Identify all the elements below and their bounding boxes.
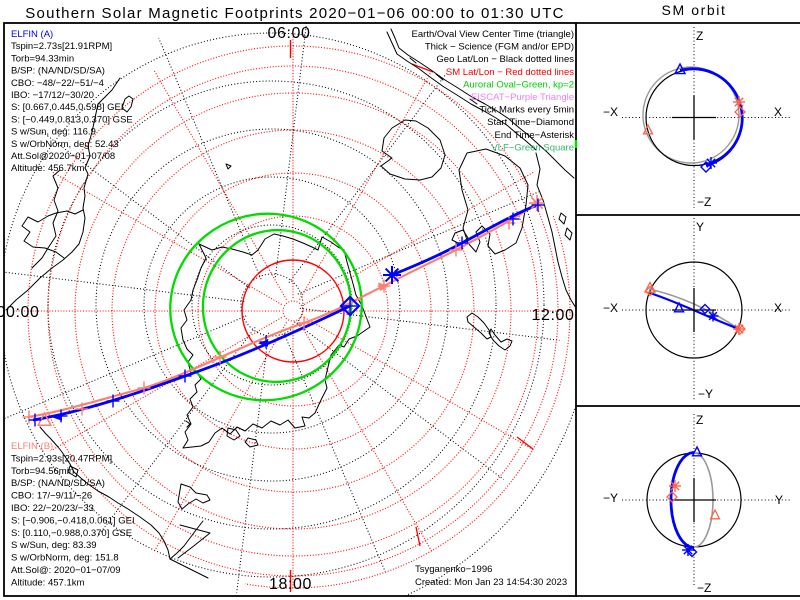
svg-text:End Time−Asterisk: End Time−Asterisk (495, 130, 575, 141)
svg-text:IBO: −17/12/−30/20: IBO: −17/12/−30/20 (11, 90, 94, 101)
svg-text:S: [0.667,0.445,0.598] GEI: S: [0.667,0.445,0.598] GEI (11, 102, 124, 113)
svg-text:SM orbit: SM orbit (662, 2, 727, 18)
svg-text:X: X (774, 105, 782, 119)
svg-text:VLF−Green Square: VLF−Green Square (491, 142, 574, 153)
svg-text:Thick − Science (FGM and/or EP: Thick − Science (FGM and/or EPD) (425, 42, 574, 53)
svg-text:−Y: −Y (698, 387, 713, 401)
svg-text:18:00: 18:00 (269, 576, 312, 593)
svg-text:S w/OrbNorm, deg: 52.43: S w/OrbNorm, deg: 52.43 (11, 139, 119, 150)
svg-text:Z: Z (696, 29, 703, 43)
svg-text:Torb=94.56min: Torb=94.56min (11, 466, 74, 477)
svg-text:Created: Mon Jan 23 14:54:30 2: Created: Mon Jan 23 14:54:30 2023 (415, 577, 567, 588)
svg-text:CBO: −48/−22/−51/−4: CBO: −48/−22/−51/−4 (11, 78, 104, 89)
svg-text:ELFIN (B): ELFIN (B) (11, 441, 53, 452)
svg-text:B/SP: (NA/ND/SD/SA): B/SP: (NA/ND/SD/SA) (11, 66, 105, 77)
svg-text:00:00: 00:00 (0, 304, 40, 321)
svg-text:S w/OrbNorm, deg: 151.8: S w/OrbNorm, deg: 151.8 (11, 553, 119, 564)
svg-text:SM Lat/Lon − Red dotted lines: SM Lat/Lon − Red dotted lines (446, 67, 574, 78)
svg-text:Earth/Oval View Center Time (t: Earth/Oval View Center Time (triangle) (412, 29, 574, 40)
svg-text:IBO: 22/−20/23/−33: IBO: 22/−20/23/−33 (11, 503, 94, 514)
svg-text:Att.Sol@2020−01−07/08: Att.Sol@2020−01−07/08 (11, 151, 115, 162)
svg-text:S w/Sun, deg: 83.39: S w/Sun, deg: 83.39 (11, 540, 97, 551)
svg-text:S: [−0.449,0.813,0.370] GSE: S: [−0.449,0.813,0.370] GSE (11, 114, 133, 125)
svg-text:Southern Solar Magnetic Footpr: Southern Solar Magnetic Footprints 2020−… (25, 5, 564, 22)
svg-text:B/SP: (NA/ND/SD/SA): B/SP: (NA/ND/SD/SA) (11, 478, 105, 489)
svg-text:−X: −X (603, 301, 618, 315)
svg-text:06:00: 06:00 (267, 25, 310, 42)
svg-text:Torb=94.33min: Torb=94.33min (11, 53, 74, 64)
svg-text:Y: Y (775, 493, 783, 507)
svg-text:−Z: −Z (697, 195, 711, 209)
svg-text:Altitude: 457.1km: Altitude: 457.1km (11, 577, 84, 588)
svg-text:Geo Lat/Lon − Black dotted lin: Geo Lat/Lon − Black dotted lines (436, 54, 574, 65)
svg-text:CBO: 17/−9/11/−26: CBO: 17/−9/11/−26 (11, 491, 92, 502)
svg-text:Tick Marks every 5min: Tick Marks every 5min (479, 105, 574, 116)
svg-text:ELFIN (A): ELFIN (A) (11, 29, 53, 40)
svg-text:Auroral Oval−Green, kp=2: Auroral Oval−Green, kp=2 (463, 79, 574, 90)
svg-text:Z: Z (696, 413, 703, 427)
svg-text:X: X (774, 301, 782, 315)
svg-text:−Z: −Z (697, 581, 711, 595)
svg-text:12:00: 12:00 (531, 307, 574, 324)
svg-text:Y: Y (696, 220, 704, 234)
svg-text:Tspin=2.93s[20.47RPM]: Tspin=2.93s[20.47RPM] (11, 453, 112, 464)
svg-text:Tspin=2.73s[21.91RPM]: Tspin=2.73s[21.91RPM] (11, 41, 112, 52)
svg-text:S: [−0.906,−0.418,0.061] GEI: S: [−0.906,−0.418,0.061] GEI (11, 515, 135, 526)
svg-text:−Y: −Y (603, 491, 618, 505)
svg-text:S w/Sun, deg: 116.9: S w/Sun, deg: 116.9 (11, 127, 96, 138)
svg-text:S: [0.110,−0.988,0.370] GSE: S: [0.110,−0.988,0.370] GSE (11, 528, 132, 539)
svg-text:EISCAT−Purple Triangle: EISCAT−Purple Triangle (471, 92, 574, 103)
svg-text:Start Time−Diamond: Start Time−Diamond (487, 117, 574, 128)
svg-text:−X: −X (603, 105, 618, 119)
svg-text:Tsyganenko−1996: Tsyganenko−1996 (415, 564, 492, 575)
svg-text:Altitude: 456.7km: Altitude: 456.7km (11, 163, 84, 174)
svg-text:Att.Sol@: 2020−01−07/09: Att.Sol@: 2020−01−07/09 (11, 565, 120, 576)
